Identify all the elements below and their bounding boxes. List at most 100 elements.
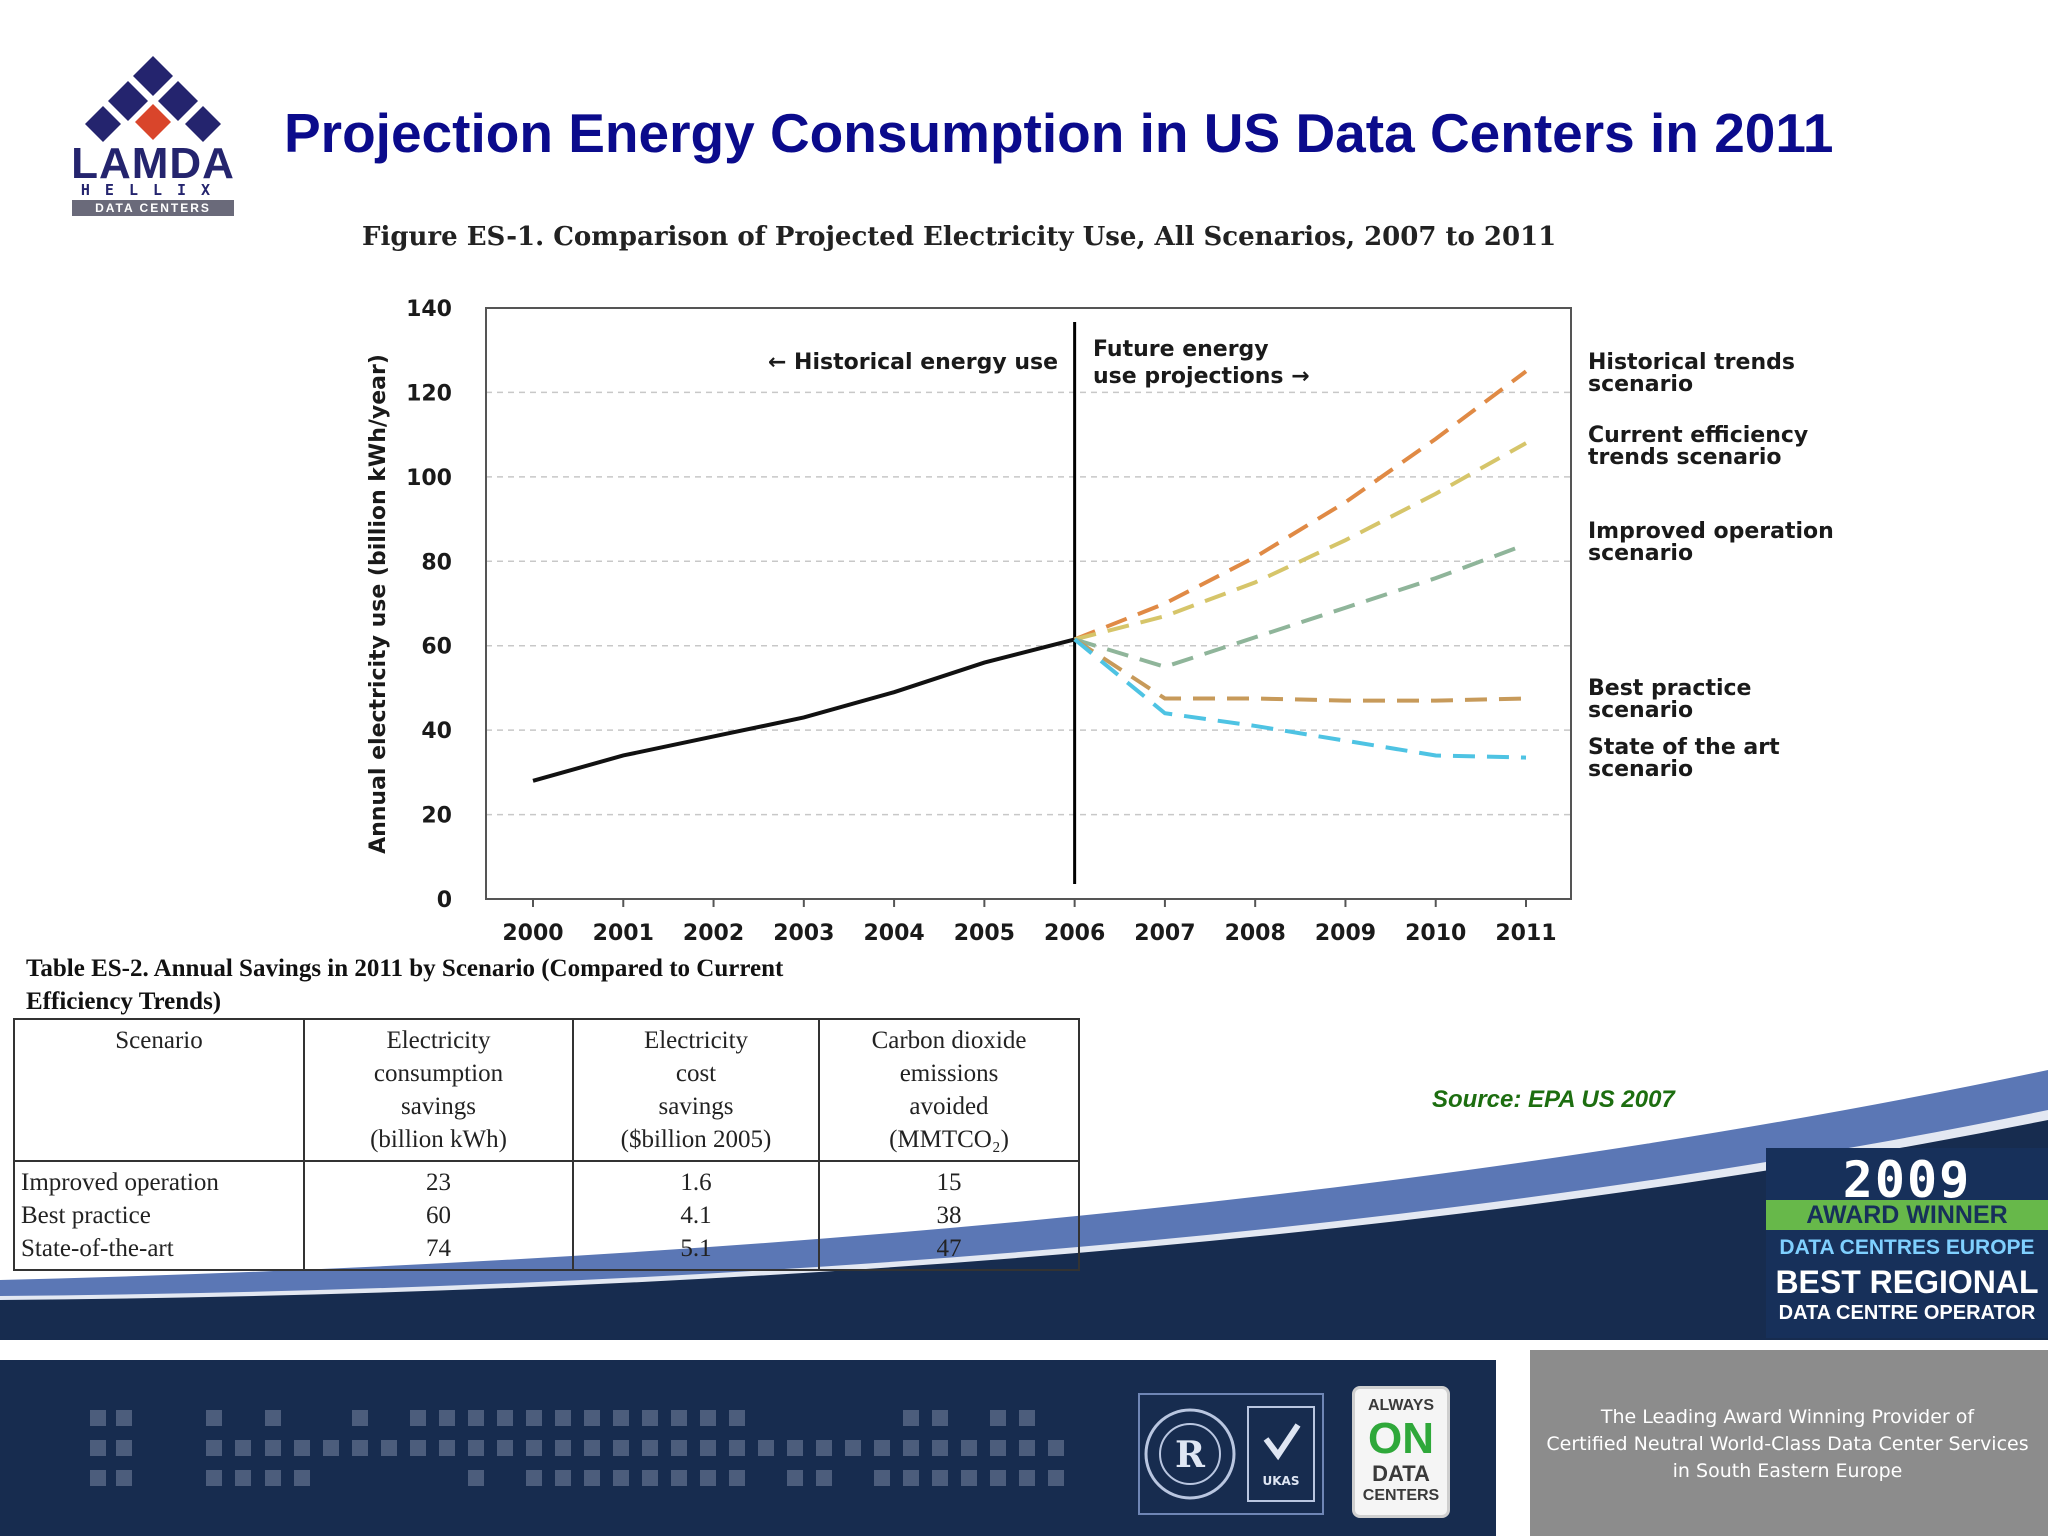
diamond-logo-icon bbox=[85, 56, 221, 142]
y-tick-label: 60 bbox=[421, 635, 452, 660]
cell-consumption: 74 bbox=[303, 1232, 574, 1271]
x-tick-label: 2009 bbox=[1315, 921, 1376, 946]
series-label: Current efficiency bbox=[1588, 423, 1808, 448]
x-tick-label: 2010 bbox=[1405, 921, 1466, 946]
header-line: cost bbox=[675, 1060, 717, 1087]
header-line: Electricity bbox=[386, 1027, 491, 1054]
header-line: Carbon dioxide bbox=[871, 1027, 1027, 1054]
header-line: (MMTCO₂) bbox=[889, 1126, 1009, 1153]
cell-scenario: Improved operation bbox=[13, 1161, 305, 1199]
tagline: The Leading Award Winning Provider of Ce… bbox=[1535, 1404, 2040, 1485]
series-label: scenario bbox=[1588, 541, 1693, 566]
series-label: scenario bbox=[1588, 698, 1693, 723]
header-scenario: Scenario bbox=[13, 1018, 305, 1162]
y-tick-label: 80 bbox=[421, 550, 452, 575]
cell-co2: 47 bbox=[818, 1232, 1080, 1271]
header-line: consumption bbox=[373, 1060, 504, 1087]
award-badge: 2009 AWARD WINNER DATA CENTRES EUROPE BE… bbox=[1766, 1148, 2048, 1338]
series-line-4 bbox=[1073, 637, 1527, 760]
savings-table: Scenario Electricity consumption savings… bbox=[13, 1018, 1080, 1271]
series-line-3 bbox=[1073, 637, 1527, 703]
table-header-row: Scenario Electricity consumption savings… bbox=[13, 1018, 1080, 1162]
series-label: trends scenario bbox=[1588, 445, 1782, 470]
always-label: ALWAYS bbox=[1367, 1397, 1435, 1414]
header-line: avoided bbox=[909, 1093, 989, 1120]
x-tick-label: 2007 bbox=[1134, 921, 1195, 946]
award-operator: DATA CENTRE OPERATOR bbox=[1778, 1302, 2036, 1324]
annotation-historical: ← Historical energy use bbox=[768, 350, 1058, 375]
y-tick-label: 20 bbox=[421, 804, 452, 829]
line-chart: 0 20 40 60 80 100 120 140 2000 2001 2002 2003 2004 20… bbox=[366, 297, 1834, 946]
on-label: ON bbox=[1368, 1414, 1434, 1463]
cell-scenario: State-of-the-art bbox=[13, 1232, 305, 1271]
header-consumption: Electricity consumption savings (billion… bbox=[303, 1018, 574, 1162]
logo-name: LAMDA bbox=[71, 139, 235, 188]
y-axis-label: Annual electricity use (billion kWh/year… bbox=[366, 354, 391, 854]
x-tick-label: 2005 bbox=[954, 921, 1015, 946]
footer-band bbox=[0, 1360, 1496, 1536]
y-tick-label: 140 bbox=[406, 297, 452, 322]
x-tick-label: 2008 bbox=[1225, 921, 1286, 946]
x-tick-label: 2001 bbox=[593, 921, 654, 946]
x-tick-label: 2002 bbox=[683, 921, 744, 946]
figure-caption: Figure ES-1. Comparison of Projected Ele… bbox=[362, 222, 1557, 252]
y-tick-label: 100 bbox=[406, 466, 452, 491]
annotation-future: Future energy bbox=[1093, 337, 1269, 362]
header-line: ($billion 2005) bbox=[620, 1126, 772, 1153]
header-line: (billion kWh) bbox=[370, 1126, 507, 1153]
company-logo: LAMDA HELLIX DATA CENTERS bbox=[68, 54, 238, 220]
series-label: Historical trends bbox=[1588, 350, 1795, 375]
header-co2: Carbon dioxide emissions avoided (MMTCO₂… bbox=[818, 1018, 1080, 1162]
cell-scenario: Best practice bbox=[13, 1199, 305, 1232]
x-tick-label: 2006 bbox=[1044, 921, 1105, 946]
table-row: Best practice 60 4.1 38 bbox=[13, 1199, 1080, 1232]
header-line: savings bbox=[401, 1093, 476, 1120]
cell-co2: 15 bbox=[818, 1161, 1080, 1199]
cell-consumption: 60 bbox=[303, 1199, 574, 1232]
header-line: savings bbox=[658, 1093, 734, 1120]
y-tick-label: 0 bbox=[437, 888, 452, 913]
header-line: Scenario bbox=[115, 1027, 203, 1054]
series-label: Improved operation bbox=[1588, 519, 1834, 544]
series-label: scenario bbox=[1588, 372, 1693, 397]
y-tick-label: 40 bbox=[421, 719, 452, 744]
cell-cost: 4.1 bbox=[572, 1199, 820, 1232]
cell-co2: 38 bbox=[818, 1199, 1080, 1232]
series-line-0 bbox=[1073, 369, 1528, 642]
logo-band: DATA CENTERS bbox=[72, 200, 234, 216]
always-on-badge: ALWAYS ON DATA CENTERS bbox=[1352, 1386, 1450, 1518]
cell-cost: 1.6 bbox=[572, 1161, 820, 1199]
series-label: scenario bbox=[1588, 757, 1693, 782]
x-tick-label: 2004 bbox=[863, 921, 924, 946]
header-line: emissions bbox=[899, 1060, 999, 1087]
tagline-line: The Leading Award Winning Provider of bbox=[1600, 1406, 1975, 1428]
footer-pattern bbox=[90, 1410, 1064, 1486]
series-historical-line bbox=[532, 637, 1076, 783]
series-label: State of the art bbox=[1588, 735, 1780, 760]
table-title: Table ES-2. Annual Savings in 2011 by Sc… bbox=[26, 955, 784, 1015]
cell-cost: 5.1 bbox=[572, 1232, 820, 1271]
footer-tagline-panel bbox=[1530, 1350, 2048, 1536]
series-label: Best practice bbox=[1588, 676, 1751, 701]
tagline-line: Certified Neutral World-Class Data Cente… bbox=[1546, 1433, 2029, 1455]
certification-icon: R UKAS bbox=[1144, 1406, 1315, 1502]
series-line-2 bbox=[1074, 542, 1527, 669]
certification-badge: R UKAS bbox=[1138, 1393, 1324, 1515]
plot-frame bbox=[485, 307, 1572, 900]
table-row: State-of-the-art 74 5.1 47 bbox=[13, 1232, 1080, 1271]
data-label: DATA bbox=[1372, 1461, 1430, 1486]
annotation-future: use projections → bbox=[1093, 364, 1310, 389]
award-winner: AWARD WINNER bbox=[1766, 1200, 2048, 1230]
award-best: BEST REGIONAL bbox=[1775, 1264, 2039, 1300]
cell-consumption: 23 bbox=[303, 1161, 574, 1199]
x-tick-label: 2011 bbox=[1495, 921, 1556, 946]
table-row: Improved operation 23 1.6 15 bbox=[13, 1161, 1080, 1199]
tagline-line: in South Eastern Europe bbox=[1672, 1460, 1903, 1482]
series-line-1 bbox=[1074, 441, 1527, 642]
award-europe: DATA CENTRES EUROPE bbox=[1779, 1236, 2035, 1259]
x-tick-label: 2003 bbox=[773, 921, 834, 946]
header-line: Electricity bbox=[643, 1027, 749, 1054]
x-tick-label: 2000 bbox=[502, 921, 563, 946]
